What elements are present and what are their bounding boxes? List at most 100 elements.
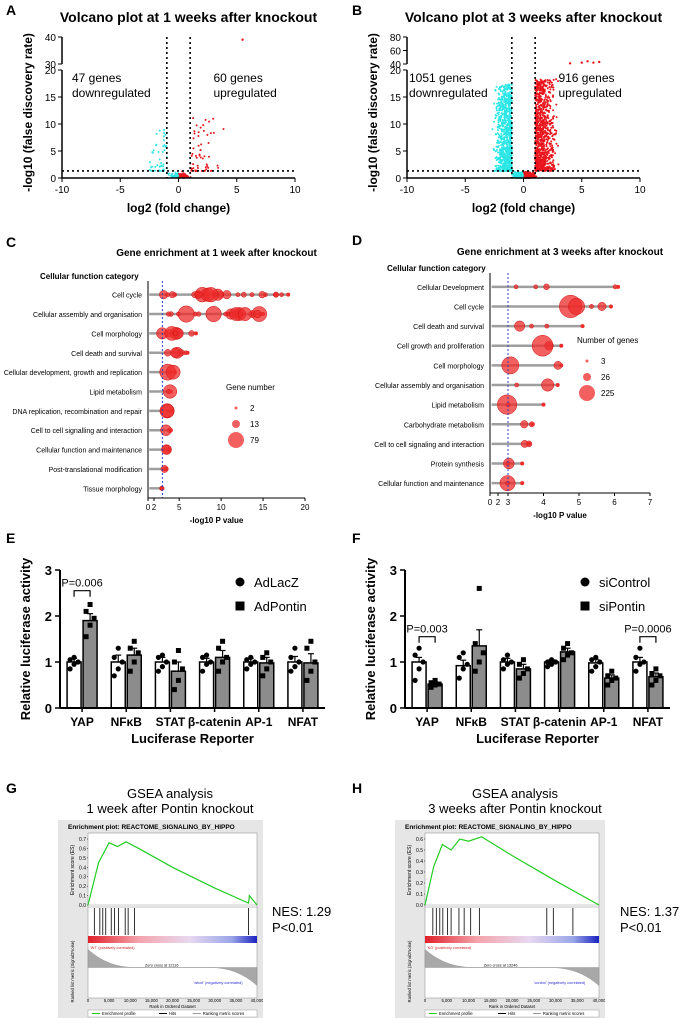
y-tick-label: 2	[45, 609, 52, 624]
volcano-point-up	[544, 101, 547, 104]
volcano-point-down	[509, 139, 512, 142]
volcano-point-up	[542, 105, 545, 108]
data-point-treatment	[609, 668, 615, 674]
enrichment-dot	[253, 309, 262, 319]
volcano-point-down	[506, 146, 509, 149]
gsea-heading-g-line1: GSEA analysis	[127, 786, 213, 801]
x-tick-label: 7	[648, 498, 653, 507]
volcano-point-down	[499, 169, 502, 172]
volcano-point-up	[552, 109, 555, 112]
es-tick-label: 0.3	[416, 870, 423, 876]
volcano-point-down	[499, 120, 502, 123]
data-point-control	[500, 657, 507, 663]
volcano-point-down	[494, 150, 497, 153]
volcano-point-down	[498, 127, 501, 130]
y-tick-label: 0	[390, 701, 397, 716]
enrichment-dot	[541, 378, 555, 392]
es-tick-label: 0.0	[79, 903, 86, 909]
volcano-point-down	[510, 134, 513, 137]
rank-tick-label: 15,000	[145, 998, 158, 1003]
enrichment-dot	[544, 323, 550, 329]
volcano-point-down	[503, 155, 506, 158]
legend-size-marker	[585, 359, 589, 363]
x-tick-label: NFκB	[456, 715, 488, 729]
y-axis-label: Relative luciferase activity	[363, 557, 378, 720]
volcano-point-up	[547, 132, 550, 135]
volcano-point	[526, 172, 529, 175]
data-point-treatment	[220, 659, 226, 665]
data-point-treatment	[216, 668, 222, 674]
volcano-point-down	[499, 109, 502, 112]
volcano-point-up	[195, 124, 198, 127]
enrichment-dot	[172, 330, 179, 337]
volcano-point-up	[535, 160, 538, 163]
data-point-control	[248, 661, 254, 667]
volcano-point-up	[537, 117, 540, 120]
volcano-point-down	[162, 165, 165, 168]
luciferase-bar-chart-adpontin: YAP NFκB STAT β-catenin AP-1 NFAT 0 1 2 3 Lucifera…	[18, 557, 325, 746]
volcano-point-up	[547, 136, 550, 139]
volcano-point-down	[503, 165, 506, 168]
volcano-point-up	[542, 107, 545, 110]
volcano-point-down	[504, 101, 507, 104]
volcano-point-up	[540, 144, 543, 147]
data-point-control	[203, 652, 210, 658]
data-point-treatment	[268, 659, 274, 665]
volcano-point-down	[163, 128, 166, 131]
enrichment-dot	[165, 311, 172, 317]
volcano-point-down	[496, 125, 499, 128]
volcano-point-up	[545, 116, 548, 119]
rank-tick-label: 0	[87, 998, 90, 1003]
y-tick-label: 10	[390, 120, 402, 131]
volcano-point-up	[207, 142, 210, 145]
data-point-control	[420, 659, 426, 665]
volcano-point-down	[508, 92, 511, 95]
volcano-point-up	[209, 169, 212, 172]
volcano-point-up	[540, 142, 543, 145]
volcano-point-down	[494, 88, 497, 91]
legend-size-label: 225	[601, 389, 615, 398]
volcano-point-down	[500, 159, 503, 162]
rank-tick-label: 25,000	[187, 998, 200, 1003]
volcano-point-down	[501, 128, 504, 131]
enrichment-dot	[273, 291, 279, 298]
volcano-point-up	[538, 143, 541, 146]
y-axis-label: Relative luciferase activity	[18, 557, 33, 720]
volcano-point-up	[555, 142, 558, 145]
significance-bracket	[418, 636, 436, 643]
data-point-control	[71, 654, 77, 660]
volcano-point-up	[551, 168, 554, 171]
volcano-point-up	[546, 128, 549, 131]
volcano-point-up	[192, 147, 195, 150]
enrichment-dot	[170, 347, 181, 358]
volcano-point-down	[498, 158, 501, 161]
volcano-point-up	[539, 115, 542, 118]
volcano-point-down	[162, 135, 165, 138]
negative-correlation-label: 'wtcof' (negatively correlated)	[194, 981, 244, 985]
volcano-point-up	[548, 110, 551, 113]
bar-treatment	[82, 619, 98, 709]
nes-value-h: NES: 1.37	[620, 904, 680, 919]
volcano-point-up	[192, 117, 195, 120]
volcano-point-down	[498, 151, 501, 154]
volcano-point-down	[498, 167, 501, 170]
enrichment-profile-line	[424, 836, 600, 906]
volcano-point-down	[494, 116, 497, 119]
significance-bracket	[73, 590, 91, 597]
volcano-point-up	[199, 126, 202, 129]
y-tick-label: 5	[395, 147, 401, 158]
enrichment-dot	[235, 292, 241, 298]
volcano-point-down	[508, 143, 511, 146]
y-tick-label: 15	[45, 93, 57, 104]
gsea-legend-box	[424, 1009, 600, 1018]
volcano-point-down	[500, 85, 503, 88]
volcano-point-up	[206, 133, 209, 136]
enrichment-dot	[238, 307, 252, 321]
volcano-point-up	[203, 155, 206, 158]
gsea-plot-title: Enrichment plot: REACTOME_SIGNALING_BY_H…	[405, 824, 572, 831]
data-point-treatment	[179, 666, 185, 672]
x-tick-label: AP-1	[590, 715, 618, 729]
volcano-point-down	[510, 160, 513, 163]
volcano-point-up	[537, 137, 540, 140]
data-point-treatment	[216, 645, 222, 651]
